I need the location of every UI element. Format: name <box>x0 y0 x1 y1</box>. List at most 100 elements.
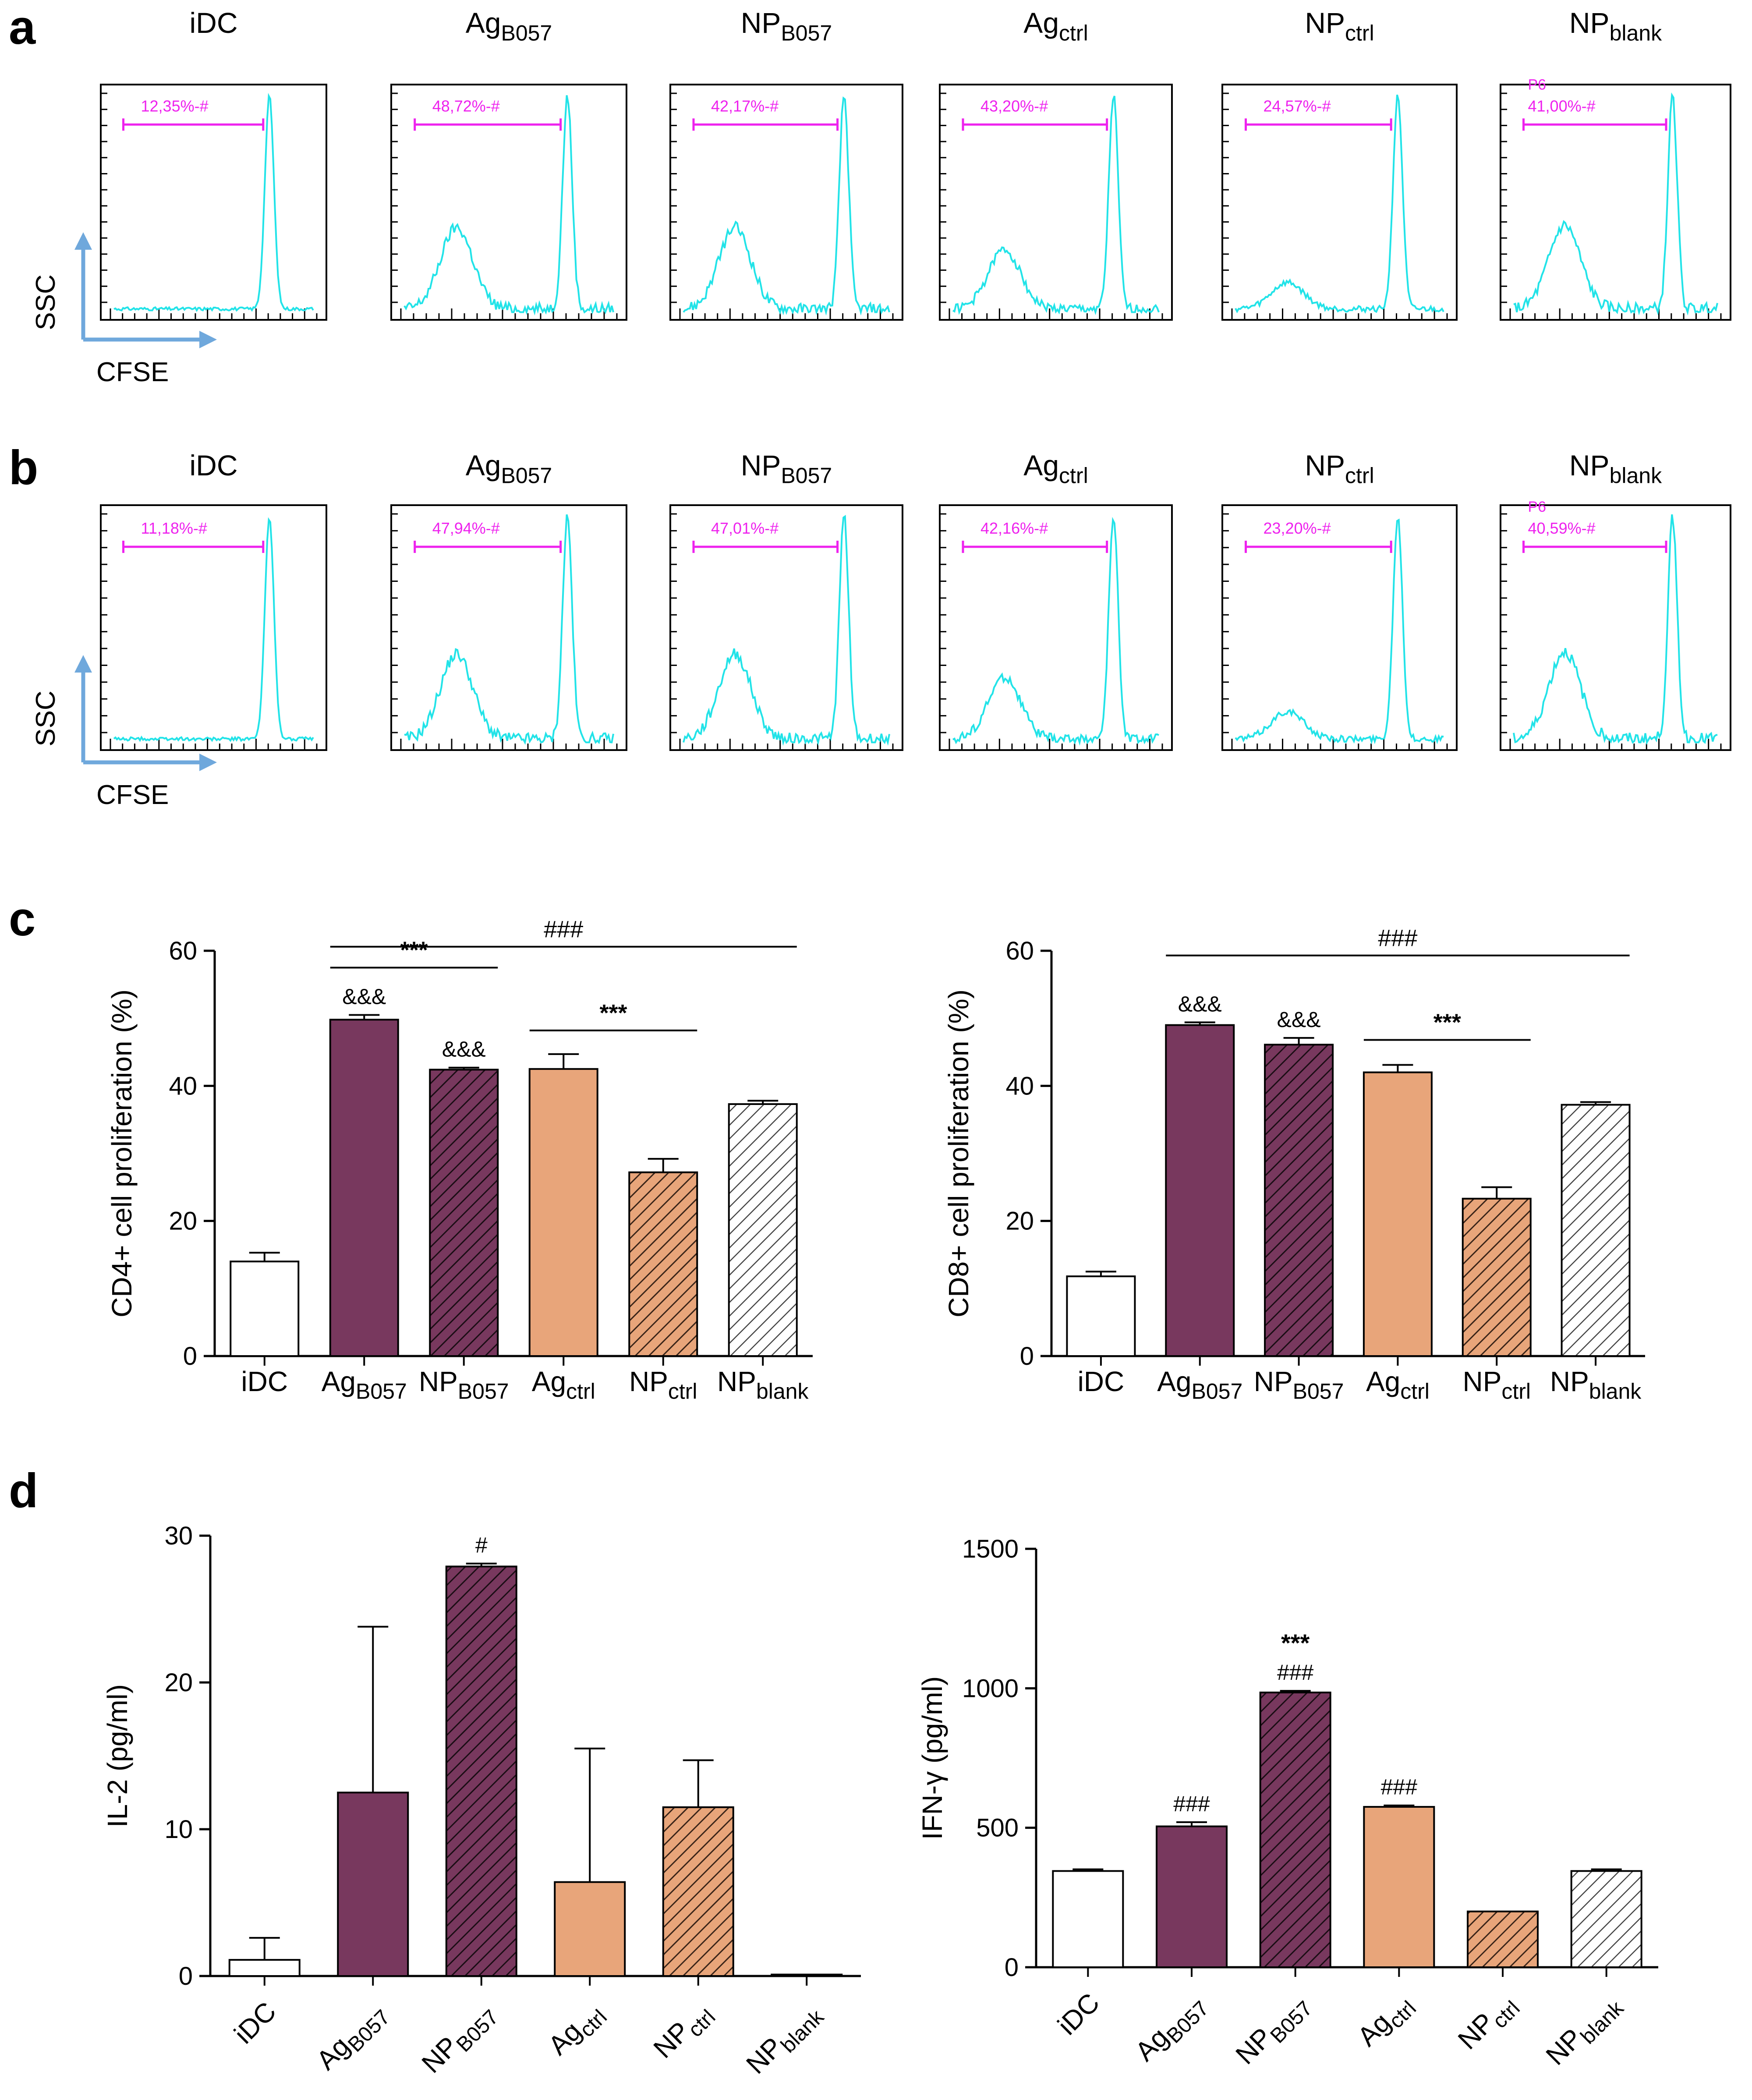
group-label-main: Ag <box>466 7 501 39</box>
gate-percentage: 23,20%-# <box>1264 519 1331 537</box>
x-tick-label: AgB057 <box>311 1996 394 2080</box>
gate-percentage: 12,35%-# <box>141 97 209 115</box>
significance-label: &&& <box>1178 992 1222 1016</box>
histogram-trace <box>1513 92 1718 316</box>
group-label-sub: ctrl <box>668 1379 697 1404</box>
significance-label: *** <box>400 937 428 963</box>
bar-chart-panels: c 0 20 40 60 CD4+ cell proliferation (%) iDC Ag… <box>9 892 1658 2084</box>
group-label-sub: blank <box>756 1379 809 1404</box>
x-tick-label: NPB057 <box>1254 1366 1344 1404</box>
significance-label: &&& <box>1277 1007 1321 1032</box>
group-label-main: NP <box>717 1366 756 1397</box>
x-tick-label: NPctrl <box>1452 1987 1525 2060</box>
group-label-sub: ctrl <box>1501 1379 1531 1404</box>
group-label-main: NP <box>1305 449 1345 482</box>
bar-np_ctrl <box>1462 1197 1532 1357</box>
group-label-main: iDC <box>241 1366 288 1397</box>
group-label-main: Ag <box>1023 449 1059 482</box>
panel-b: bSSCCFSEiDC11,18%-#AgB05747,94%-#NPB0574… <box>9 441 1731 810</box>
group-label-main: NP <box>741 7 781 39</box>
x-tick-label: NPblank <box>740 1996 828 2084</box>
ssc-arrow-head <box>74 655 92 673</box>
bar-idc <box>1066 1275 1136 1357</box>
gate-percentage: 40,59%-# <box>1528 519 1596 537</box>
x-tick-label: AgB057 <box>1157 1366 1242 1404</box>
y-tick-label: 60 <box>1005 937 1034 965</box>
significance-label: *** <box>1281 1629 1310 1657</box>
histogram-idc: iDC 11,18%-# <box>100 449 327 751</box>
y-tick-label: 10 <box>164 1815 193 1844</box>
x-tick-label: NPctrl <box>629 1366 697 1404</box>
x-tick-label: NPblank <box>717 1366 809 1404</box>
significance-label: *** <box>599 1000 627 1026</box>
histogram-title: Agctrl <box>1023 7 1088 46</box>
y-axis-label: CD4+ cell proliferation (%) <box>106 989 138 1317</box>
bar-ag_b057 <box>337 1792 409 1977</box>
histogram-frame <box>669 504 903 751</box>
group-label-main: iDC <box>229 1996 282 2050</box>
group-label-sub: B057 <box>356 1379 407 1404</box>
ssc-arrow-head <box>74 232 92 250</box>
significance-label: ### <box>1381 1775 1418 1799</box>
group-label-sub: B057 <box>501 464 552 488</box>
group-label-main: iDC <box>190 7 238 39</box>
cfse-axis-label: CFSE <box>96 357 169 387</box>
x-tick-label: iDC <box>1078 1366 1125 1397</box>
bar-np_blank <box>1561 1104 1631 1357</box>
bar-idc <box>228 1959 301 1977</box>
x-tick-label: iDC <box>229 1996 282 2050</box>
group-label-sub: ctrl <box>1400 1379 1430 1404</box>
histogram-np_ctrl: NPctrl 23,20%-# <box>1221 449 1458 751</box>
group-label-sub: B057 <box>781 464 832 488</box>
ssc-axis-label: SSC <box>31 274 61 330</box>
histogram-idc: iDC 12,35%-# <box>100 7 327 321</box>
histogram-ag_ctrl: Agctrl 43,20%-# <box>939 7 1173 321</box>
group-label-sub: B057 <box>781 21 832 46</box>
x-tick-label: iDC <box>241 1366 288 1397</box>
group-label-main: NP <box>1305 7 1345 39</box>
y-axis-label: IL-2 (pg/ml) <box>102 1684 133 1827</box>
histogram-ag_b057: AgB057 48,72%-# <box>390 7 627 321</box>
gate-percentage: 41,00%-# <box>1528 97 1596 115</box>
x-tick-label: Agctrl <box>532 1366 595 1404</box>
y-tick-label: 0 <box>1020 1342 1034 1370</box>
group-label-main: NP <box>741 449 781 482</box>
bar-np_ctrl <box>662 1806 734 1977</box>
x-tick-label: Agctrl <box>542 1996 611 2065</box>
histogram-ag_ctrl: Agctrl 42,16%-# <box>939 449 1173 751</box>
group-label-main: iDC <box>1052 1987 1105 2041</box>
y-tick-label: 20 <box>164 1668 193 1697</box>
histogram-np_blank: NPblank P6 41,00%-# <box>1500 7 1731 321</box>
histogram-trace <box>403 95 614 316</box>
histogram-trace <box>952 517 1159 746</box>
y-tick-label: 1500 <box>962 1535 1019 1563</box>
group-label-sub: B057 <box>501 21 552 46</box>
gate-percentage: 43,20%-# <box>980 97 1048 115</box>
group-label-sub: blank <box>1610 21 1663 46</box>
histogram-trace <box>1513 514 1718 745</box>
significance-label: ### <box>1173 1792 1210 1816</box>
group-label-main: NP <box>629 1366 668 1397</box>
histogram-title: AgB057 <box>466 7 552 46</box>
gate-name: P6 <box>1528 76 1547 93</box>
x-tick-label: Agctrl <box>1366 1366 1430 1404</box>
x-tick-label: NPblank <box>1550 1366 1642 1404</box>
histogram-frame <box>1500 84 1731 321</box>
bar-ag_b057 <box>1165 1024 1235 1357</box>
significance-label: *** <box>1433 1009 1461 1036</box>
group-label-main: Ag <box>532 1366 566 1397</box>
histogram-frame <box>1221 84 1458 321</box>
x-tick-label: AgB057 <box>1129 1987 1213 2071</box>
bar-idc <box>230 1261 300 1357</box>
chart-d_right: 0 500 1000 1500 IFN-γ (pg/ml) iDC AgB057 ### NPB… <box>917 1535 1658 2071</box>
panel-letter: c <box>9 892 35 946</box>
histogram-title: NPblank <box>1569 449 1662 488</box>
gate-percentage: 24,57%-# <box>1264 97 1331 115</box>
significance-label: ### <box>1277 1660 1314 1685</box>
y-axis-label: IFN-γ (pg/ml) <box>917 1676 948 1840</box>
panel-letter: a <box>9 0 36 54</box>
y-tick-label: 0 <box>179 1962 193 1990</box>
flow-cytometry-panels: aSSCCFSEiDC12,35%-#AgB05748,72%-#NPB0574… <box>9 0 1731 810</box>
